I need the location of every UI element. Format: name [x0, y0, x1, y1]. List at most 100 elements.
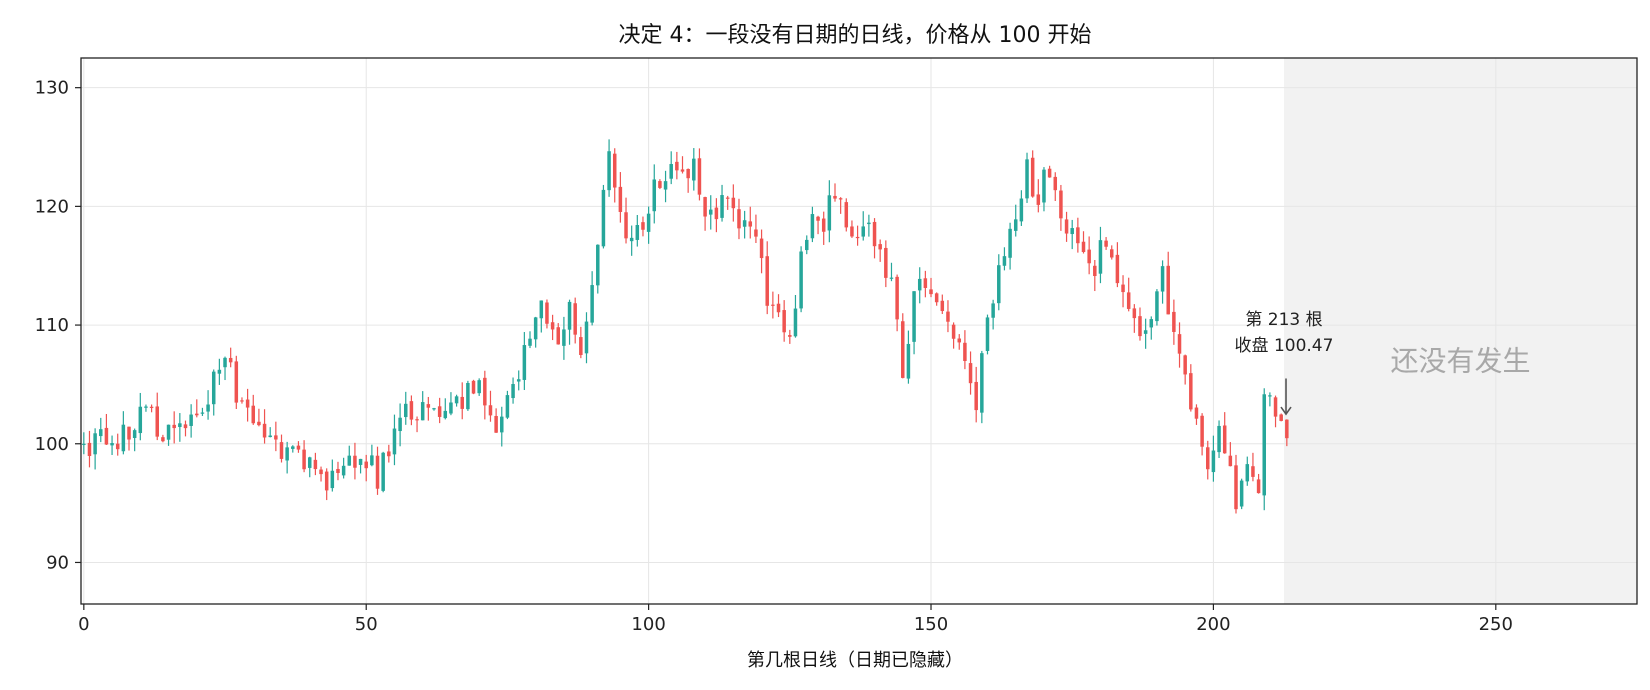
candle-down [1228, 455, 1233, 467]
candle-down [115, 443, 120, 450]
candle-down [1194, 407, 1199, 419]
candle-down [104, 427, 109, 445]
candle-down [1279, 414, 1283, 421]
candle-up [347, 455, 352, 466]
candle-up [867, 222, 871, 225]
candle-up [516, 379, 521, 382]
candle-down [612, 153, 617, 188]
candle-down [901, 321, 905, 378]
candle-down [923, 278, 928, 288]
candle-down [387, 451, 391, 457]
candle-up [477, 380, 481, 394]
candle-down [878, 244, 882, 250]
candle-up [861, 226, 865, 237]
candle-up [99, 429, 103, 437]
candle-up [1268, 395, 1272, 397]
candle-down [1222, 425, 1227, 454]
candle-up [358, 458, 363, 465]
candle-up [799, 251, 803, 309]
candle-up [500, 416, 504, 433]
candle-up [912, 291, 916, 342]
candle-down [319, 469, 323, 475]
candle-down [274, 435, 278, 440]
candle-down [748, 221, 753, 227]
candle-up [980, 353, 984, 413]
candle-up [1155, 291, 1159, 322]
chart-title: 决定 4：一段没有日期的日线，价格从 100 开始 [619, 23, 1092, 48]
candle-up [200, 412, 205, 414]
candle-down [437, 406, 442, 417]
candle-down [1053, 176, 1058, 191]
candle-down [460, 396, 464, 409]
candle-up [533, 317, 538, 340]
candle-down [296, 445, 301, 450]
candle-down [245, 399, 250, 408]
candle-down [771, 304, 775, 306]
candle-down [1109, 249, 1114, 258]
candle-up [217, 369, 222, 374]
candle-up [708, 209, 713, 215]
candle-up [307, 457, 312, 468]
candle-up [985, 317, 990, 351]
candle-up [1042, 169, 1046, 203]
candle-up [646, 213, 651, 232]
y-tick-label: 100 [35, 434, 69, 455]
candle-down [838, 198, 843, 200]
candle-down [974, 381, 978, 411]
candle-up [805, 239, 809, 251]
candle-up [522, 345, 527, 380]
candle-up [370, 455, 374, 466]
candle-down [87, 442, 92, 456]
candle-up [562, 329, 566, 346]
candle-up [330, 470, 335, 489]
candle-down [844, 202, 849, 228]
candle-up [590, 285, 594, 323]
candle-up [110, 443, 114, 446]
candle-up [997, 265, 1001, 304]
candle-up [889, 277, 894, 279]
candle-up [1098, 240, 1103, 274]
candle-down [624, 212, 628, 239]
candle-down [782, 310, 786, 333]
candle-up [607, 151, 611, 191]
candle-down [1200, 415, 1204, 447]
candle-down [1273, 397, 1278, 417]
candle-down [1177, 334, 1182, 354]
candle-up [132, 430, 137, 438]
candle-down [776, 303, 781, 313]
candle-up [404, 403, 408, 418]
candle-up [1070, 228, 1074, 235]
candle-down [675, 161, 679, 171]
candle-down [550, 322, 555, 330]
plot-frame [80, 57, 1638, 605]
candle-up [178, 423, 182, 427]
candle-up [454, 396, 459, 404]
candle-down [855, 236, 860, 239]
future-region-shade [1284, 58, 1637, 604]
y-tick-label: 120 [35, 196, 69, 217]
candle-down [1047, 168, 1052, 178]
candle-down [302, 449, 306, 470]
candle-up [584, 321, 589, 354]
candle-down [1189, 373, 1193, 410]
candle-up [166, 424, 171, 440]
candle-down [957, 338, 962, 343]
candle-up [827, 195, 832, 231]
candle-down [324, 471, 329, 491]
candle-down [471, 380, 476, 394]
candle-up [1149, 319, 1154, 328]
candle-down [703, 197, 707, 217]
candle-down [788, 335, 792, 337]
candle-up [539, 300, 544, 319]
candle-down [946, 311, 950, 322]
candle-down [968, 363, 973, 384]
candle-down [545, 302, 549, 324]
candle-down [262, 423, 267, 438]
candle-down [279, 442, 284, 459]
candle-up [505, 395, 510, 418]
candle-down [821, 218, 826, 232]
candle-up [742, 220, 747, 227]
candle-up [567, 301, 572, 330]
candle-up [1025, 159, 1029, 199]
candle-up [1245, 464, 1250, 482]
